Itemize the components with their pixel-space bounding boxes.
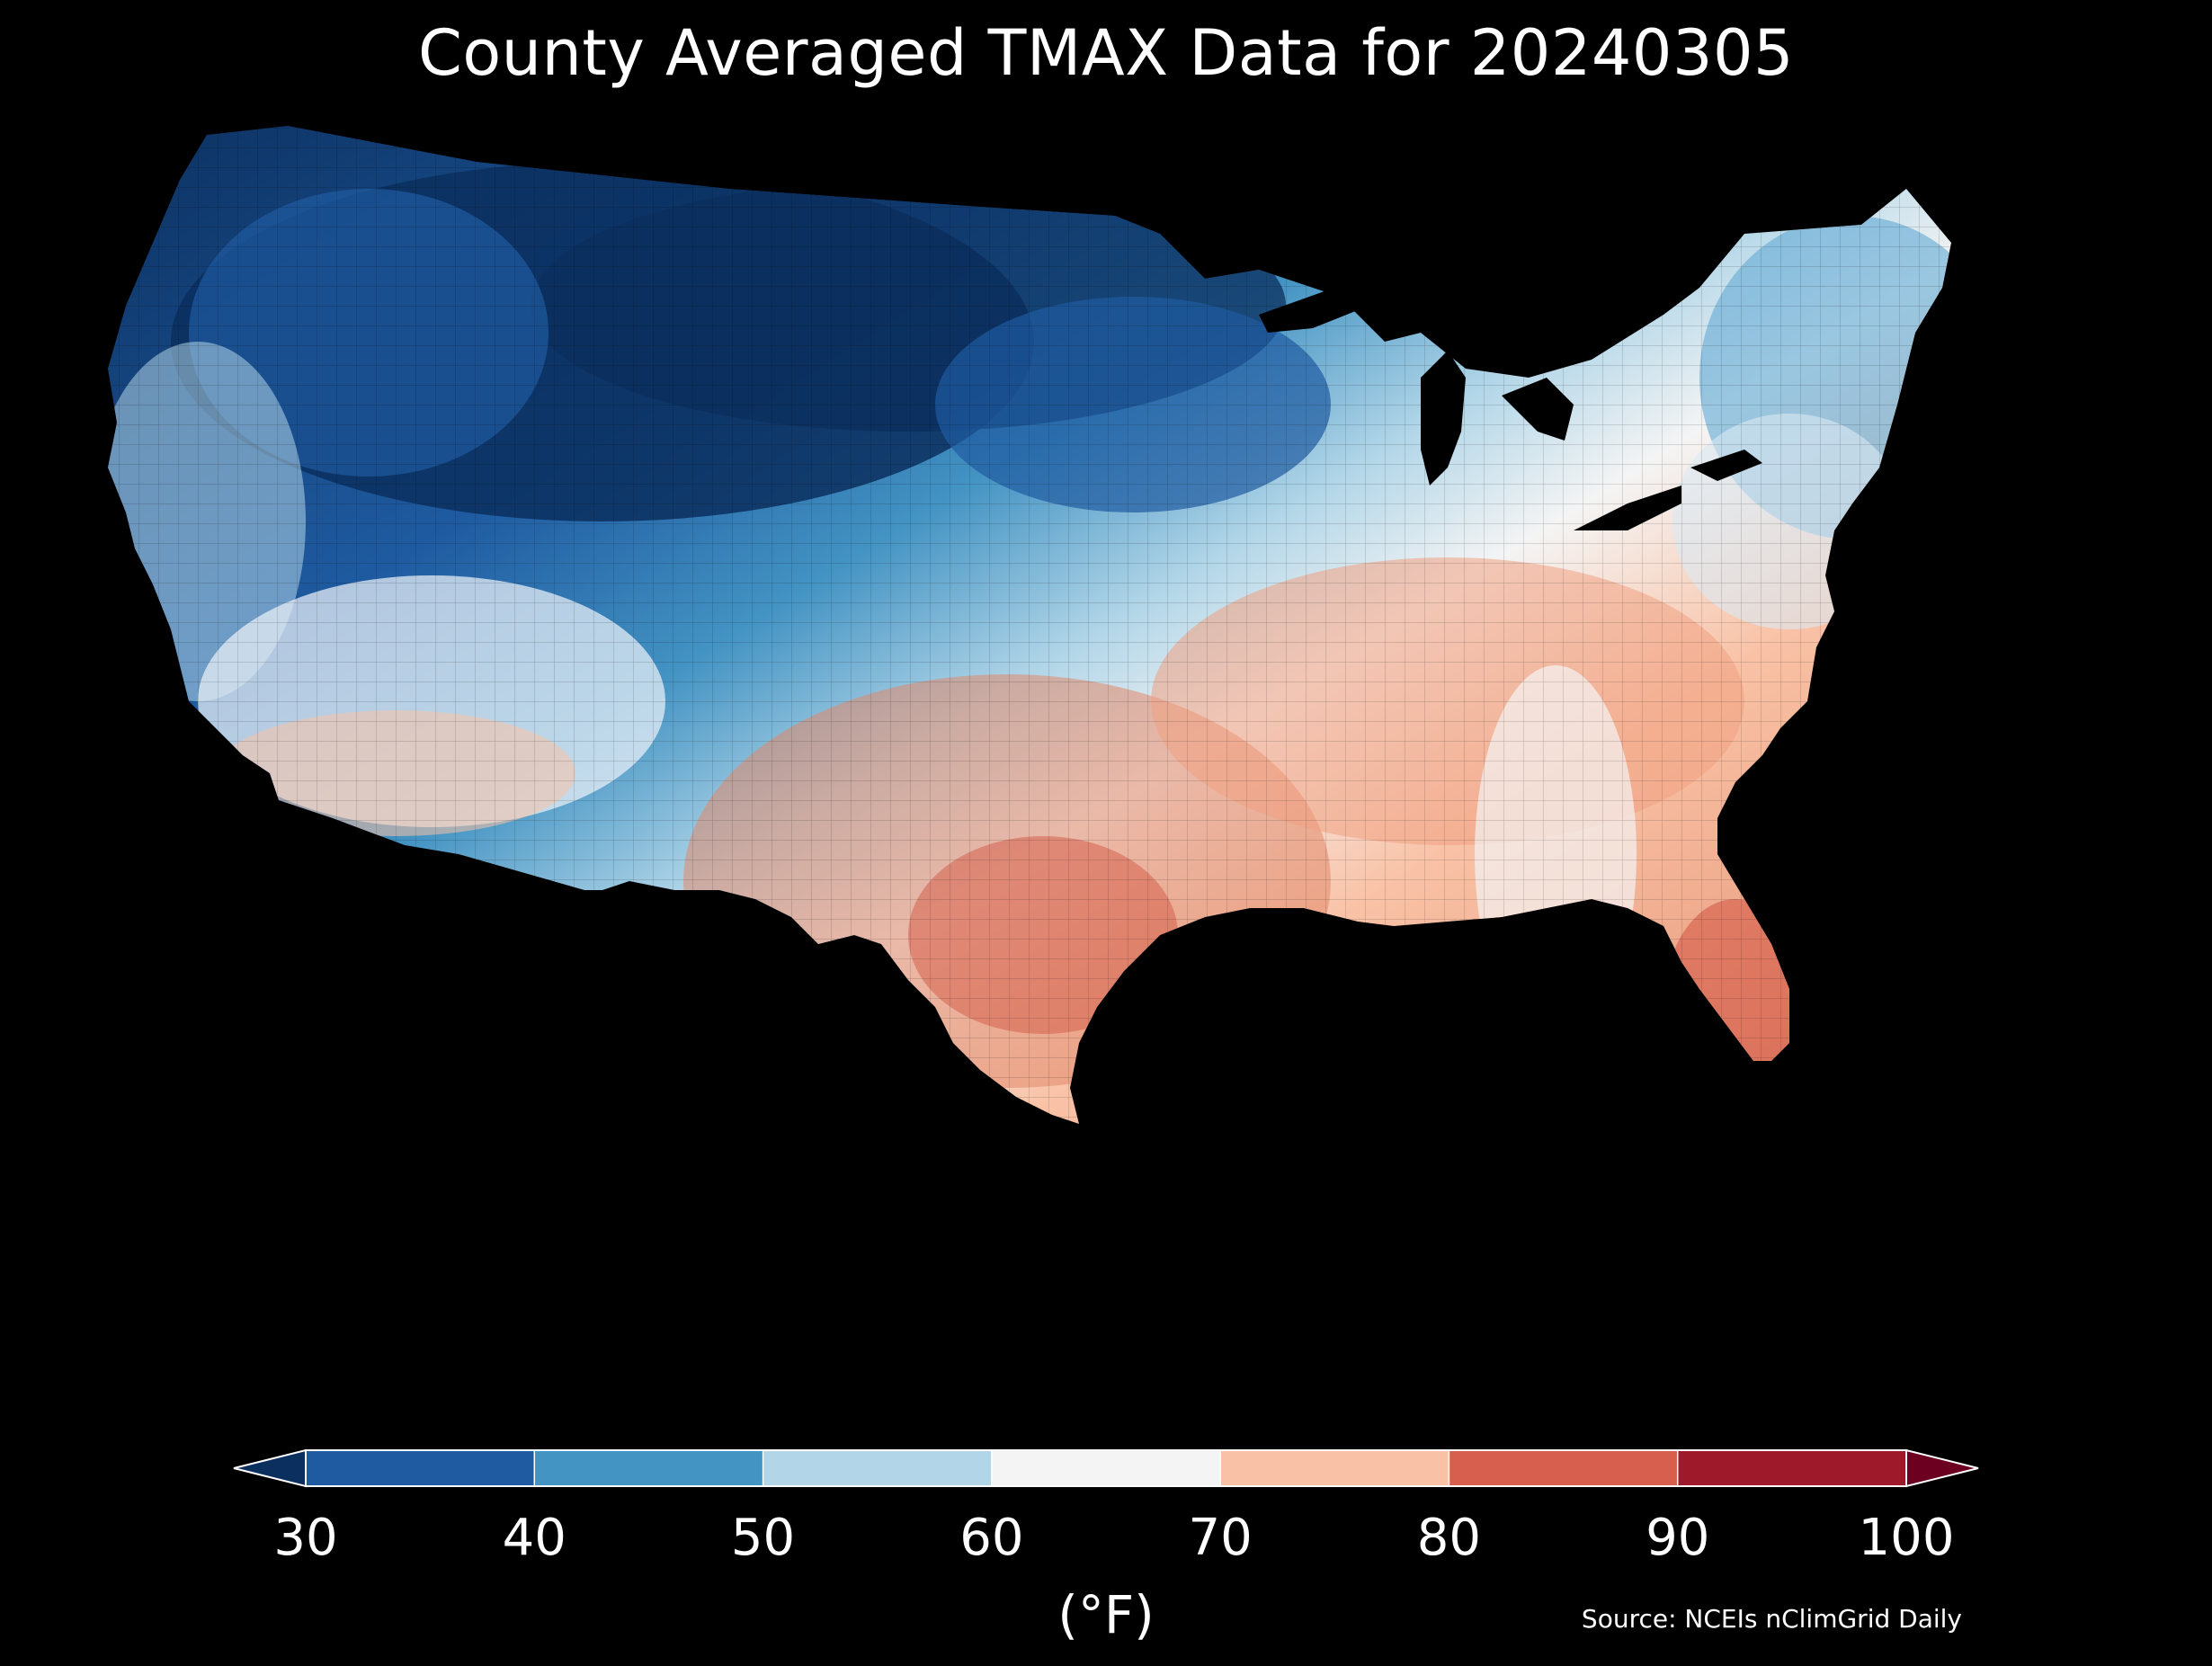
great-lakes bbox=[1259, 270, 1762, 530]
colorbar-tick-label: 90 bbox=[1646, 1509, 1710, 1567]
colorbar-bin-70-80 bbox=[1220, 1450, 1449, 1486]
colorbar-tick-label: 60 bbox=[959, 1509, 1024, 1567]
colorbar-tick-label: 30 bbox=[273, 1509, 338, 1567]
colorbar-bin-90-100 bbox=[1677, 1450, 1906, 1486]
colorbar-unit-label: (°F) bbox=[1057, 1584, 1155, 1645]
colorbar-bin-60-70 bbox=[991, 1450, 1221, 1486]
colorbar-extend-high bbox=[1905, 1448, 1979, 1488]
colorbar-tick-label: 80 bbox=[1416, 1509, 1482, 1567]
colorbar-bin-30-40 bbox=[306, 1450, 535, 1486]
colorbar-tick-label: 70 bbox=[1188, 1509, 1253, 1567]
colorbar-extend-low bbox=[233, 1448, 307, 1488]
colorbar-bin-40-50 bbox=[534, 1450, 763, 1486]
temperature-field bbox=[108, 126, 1951, 1124]
colorbar bbox=[233, 1443, 1979, 1533]
colorbar-tick-label: 40 bbox=[502, 1509, 566, 1567]
colorbar-bin-80-90 bbox=[1449, 1450, 1678, 1486]
colorbar-tick-label: 100 bbox=[1858, 1509, 1955, 1567]
colorbar-tick-label: 50 bbox=[730, 1509, 796, 1567]
colorbar-bin-50-60 bbox=[763, 1450, 992, 1486]
colorbar-graphic bbox=[233, 1448, 1979, 1488]
source-note: Source: NCEIs nClimGrid Daily bbox=[1581, 1604, 1962, 1634]
us-county-map bbox=[99, 108, 2122, 1403]
map-title: County Averaged TMAX Data for 20240305 bbox=[417, 16, 1795, 90]
